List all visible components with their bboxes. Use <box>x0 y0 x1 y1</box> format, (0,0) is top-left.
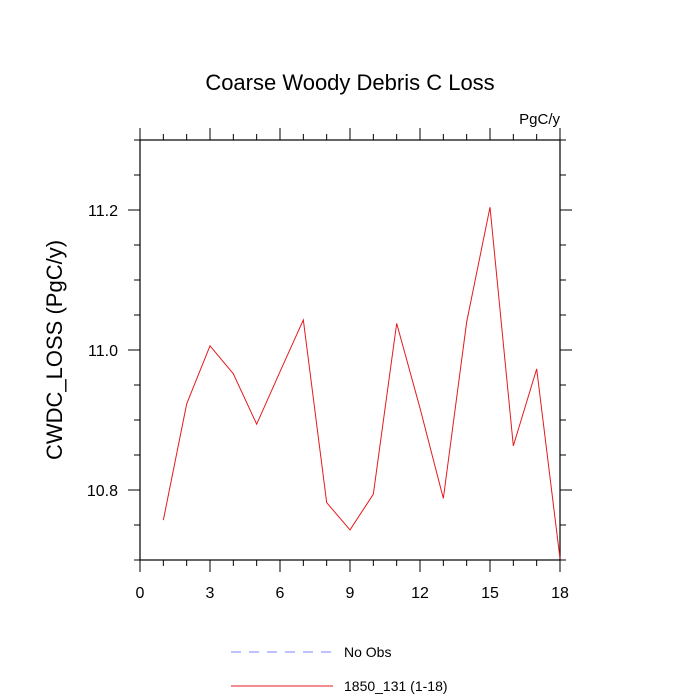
plot-frame <box>139 139 561 561</box>
x-tick-label: 3 <box>206 585 215 602</box>
x-tick-label: 18 <box>551 585 569 602</box>
x-tick-label: 9 <box>346 585 355 602</box>
legend-label: 1850_131 (1-18) <box>344 678 448 694</box>
x-tick-label: 12 <box>411 585 429 602</box>
legend-label: No Obs <box>344 644 391 660</box>
legend: No Obs 1850_131 (1-18) <box>231 644 448 694</box>
x-tick-label: 0 <box>136 585 145 602</box>
y-axis-label: CWDC_LOSS (PgC/y) <box>42 240 67 460</box>
y-tick-label: 10.8 <box>87 483 118 500</box>
units-label: PgC/y <box>519 111 560 128</box>
x-tick-label: 15 <box>481 585 499 602</box>
chart-title: Coarse Woody Debris C Loss <box>205 70 494 95</box>
x-tick-label: 6 <box>276 585 285 602</box>
y-tick-label: 11.2 <box>88 203 118 220</box>
y-tick-label: 11.0 <box>88 343 118 360</box>
series-line <box>162 207 561 559</box>
ticks <box>128 128 572 572</box>
x-tick-labels: 0 3 6 9 12 15 18 <box>136 585 569 602</box>
y-tick-labels: 10.8 11.0 11.2 <box>87 203 118 500</box>
series <box>162 207 561 559</box>
